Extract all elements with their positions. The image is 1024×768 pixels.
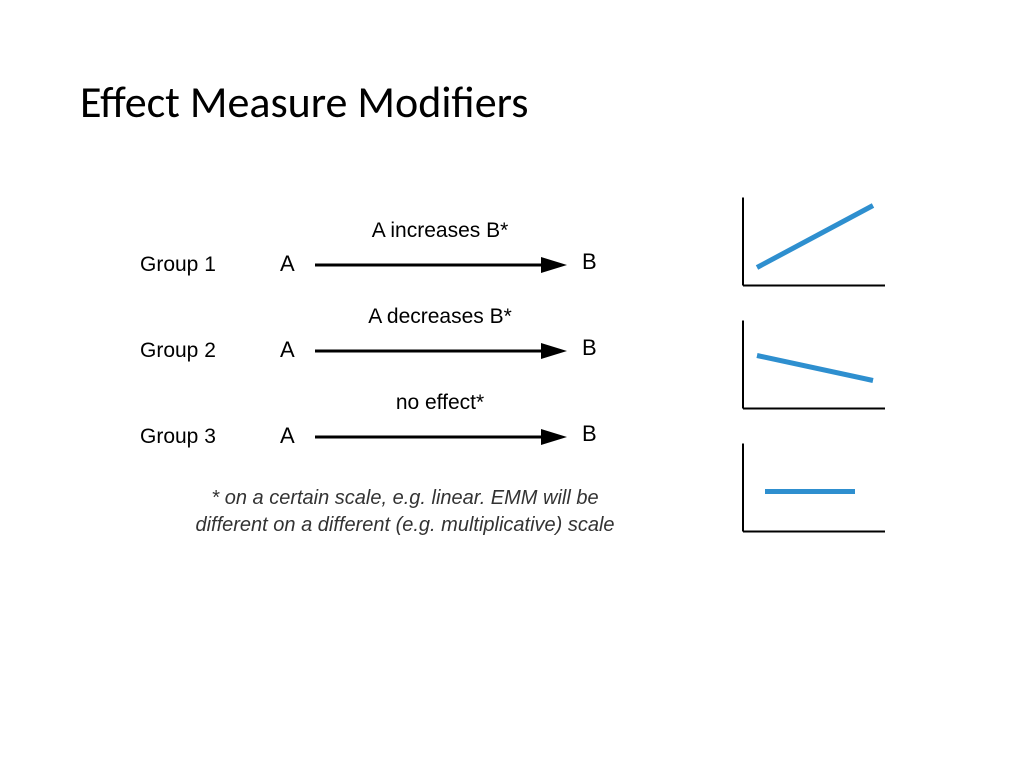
- node-b-label: B: [582, 249, 597, 275]
- arrow-icon: [315, 341, 567, 361]
- mini-chart-decrease: [735, 318, 890, 418]
- relationship-label: A increases B*: [315, 219, 565, 243]
- group-label: Group 2: [140, 339, 216, 363]
- node-b-label: B: [582, 335, 597, 361]
- trend-line: [757, 356, 873, 381]
- node-a-label: A: [280, 423, 295, 449]
- node-a-label: A: [280, 337, 295, 363]
- diagram-rows: Group 1 A A increases B* B Group 2 A A d…: [140, 215, 620, 473]
- group-label: Group 1: [140, 253, 216, 277]
- arrow-head-icon: [541, 429, 567, 445]
- mini-chart-flat: [735, 441, 890, 541]
- arrow-head-icon: [541, 257, 567, 273]
- mini-charts: [735, 195, 895, 564]
- arrow-icon: [315, 427, 567, 447]
- diagram-row: Group 1 A A increases B* B: [140, 215, 620, 301]
- relationship-label: A decreases B*: [315, 305, 565, 329]
- arrow-head-icon: [541, 343, 567, 359]
- diagram-row: Group 3 A no effect* B: [140, 387, 620, 473]
- mini-chart-increase: [735, 195, 890, 295]
- diagram-row: Group 2 A A decreases B* B: [140, 301, 620, 387]
- arrow-icon: [315, 255, 567, 275]
- trend-line: [757, 206, 873, 268]
- relationship-label: no effect*: [315, 391, 565, 415]
- node-b-label: B: [582, 421, 597, 447]
- page-title: Effect Measure Modifiers: [80, 75, 528, 129]
- group-label: Group 3: [140, 425, 216, 449]
- footnote-text: * on a certain scale, e.g. linear. EMM w…: [175, 485, 635, 539]
- slide: Effect Measure Modifiers Group 1 A A inc…: [0, 0, 1024, 768]
- node-a-label: A: [280, 251, 295, 277]
